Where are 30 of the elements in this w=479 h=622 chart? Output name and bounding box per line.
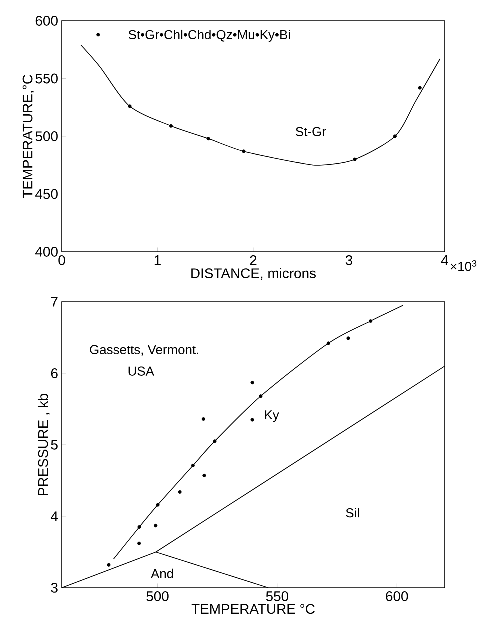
x-tick-label: 600 (386, 592, 408, 602)
annotation: USA (129, 366, 155, 376)
y-axis-title: PRESSURE , kb (38, 394, 50, 496)
x-tick-label: 3 (346, 256, 353, 266)
annotation: And (151, 568, 174, 578)
x-tick-label: 4 (442, 256, 449, 266)
y-tick-label: 7 (52, 297, 58, 307)
x-tick-label: 2 (250, 256, 257, 266)
y-tick-label: 550 (36, 74, 58, 84)
y-tick-label: 500 (36, 132, 58, 142)
text: ×10$^{3}$ (451, 260, 477, 272)
annotation: Ky (266, 410, 280, 422)
x-tick-label: 500 (146, 592, 170, 602)
x-tick-label: 0 (58, 256, 66, 266)
y-tick-label: 3 (51, 583, 58, 593)
annotation: St-Gr (296, 127, 326, 136)
y-axis-title: TEMPERATURE,°C (23, 75, 35, 198)
y-tick-label: 5 (52, 440, 58, 450)
annotation: Gassetts, Vermont. (90, 345, 199, 356)
x-tick-label: 550 (266, 592, 289, 602)
y-tick-label: 400 (36, 247, 58, 257)
y-tick-label: 600 (36, 16, 58, 26)
annotation: Sil (346, 508, 360, 518)
y-tick-label: 6 (52, 368, 58, 378)
y-tick-label: 450 (36, 189, 58, 200)
x-axis-title: TEMPERATURE °C (192, 604, 316, 614)
y-tick-label: 4 (51, 512, 58, 522)
x-axis-title: DISTANCE, microns (192, 268, 316, 280)
annotation: St•Gr•Chl•Chd•Qz•Mu•Ky•Bi (129, 30, 290, 42)
x-tick-label: 1 (155, 256, 162, 266)
